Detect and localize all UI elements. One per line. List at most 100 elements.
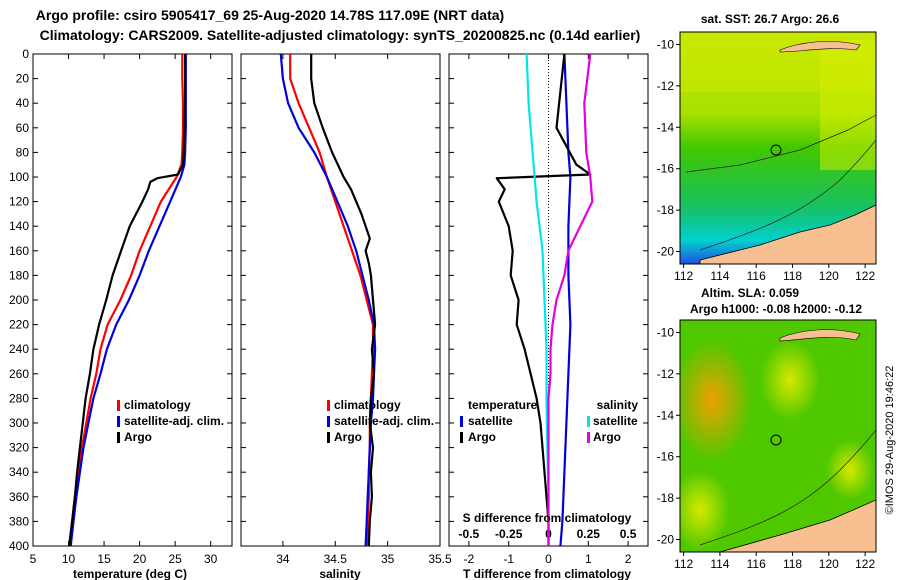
map-x-tick-label: 112 (674, 557, 693, 571)
map-x-tick-label: 116 (747, 269, 766, 283)
map-y-tick-label: -18 (657, 491, 675, 505)
sla-map (680, 320, 876, 552)
sla-map-subtitle: Argo h1000: -0.08 h2000: -0.12 (690, 302, 862, 316)
x-tick-label: 2 (625, 552, 632, 566)
sla-map-axes: 112 114 116 118 120 122 -10 -12 -14 -16 -18 -20 (657, 325, 876, 571)
y-tick-label: 300 (9, 416, 29, 430)
x-tick-label: 25 (168, 552, 182, 566)
x-tick-label: 5 (30, 552, 37, 566)
y-tick-label: 120 (9, 195, 29, 209)
legend-swatch-sat (327, 416, 330, 427)
difference-x2label: S difference from climatology (463, 511, 632, 525)
x-tick-label: 15 (97, 552, 111, 566)
legend-label-s-sat: satellite (593, 414, 638, 428)
map-x-tick-label: 120 (819, 269, 839, 283)
series-line-t-satellite (559, 53, 572, 547)
legend-label-s-argo: Argo (593, 430, 621, 444)
legend-swatch-clim (327, 400, 330, 411)
x2-tick-label: -0.25 (495, 527, 523, 541)
sla-high-east (826, 440, 874, 500)
x-tick-label: -1 (503, 552, 514, 566)
y-tick-label: 20 (16, 72, 30, 86)
sla-high-southwest (680, 470, 730, 550)
legend-swatch-argo (327, 432, 330, 443)
sla-land-australia (719, 499, 876, 552)
y-tick-label: 140 (9, 219, 29, 233)
map-x-tick-label: 118 (783, 557, 802, 571)
salinity-legend: climatology satellite-adj. clim. Argo (327, 398, 434, 444)
legend-swatch-t-sat (460, 416, 463, 427)
legend-label-sat: satellite-adj. clim. (124, 414, 224, 428)
legend-label-argo: Argo (124, 430, 152, 444)
sst-land-australia (699, 204, 876, 264)
y-tick-label: 340 (9, 465, 29, 479)
y-tick-label: 180 (9, 268, 29, 282)
legend-label-clim: climatology (124, 398, 191, 412)
y-tick-label: 160 (9, 244, 29, 258)
legend-swatch-sat (117, 416, 120, 427)
sst-argo-marker (770, 144, 782, 156)
sla-isobath (699, 429, 876, 546)
y-tick-label: 240 (9, 342, 29, 356)
legend-swatch-s-argo (587, 432, 590, 443)
x-tick-label: 1 (585, 552, 592, 566)
map-x-tick-label: 112 (674, 269, 693, 283)
map-y-tick-label: -20 (657, 533, 675, 547)
x2-tick-label: 0.25 (577, 527, 601, 541)
map-x-tick-label: 122 (855, 269, 875, 283)
difference-panel: -2 -1 0 1 2-0.5 -0.25 0 0.25 0.5 (448, 53, 649, 566)
temperature-panel: 0 20 40 60 80 100 120 140 160 180 200 220 240 260 280 3… (9, 47, 233, 566)
sst-map-frame (679, 31, 877, 265)
x-tick-label: 35 (381, 552, 395, 566)
sla-map-frame (679, 319, 877, 553)
sst-map-axes: 112 114 116 118 120 122 -10 -12 -14 -16 -18 -20 (657, 37, 876, 283)
difference-legend: temperature satellite Argo salinity sate… (460, 398, 638, 444)
series-line-argo (310, 54, 377, 547)
legend-label-t-sat: satellite (468, 414, 513, 428)
y-tick-label: 100 (9, 170, 29, 184)
series-line-climatology (68, 54, 185, 547)
legend-label-argo: Argo (334, 430, 362, 444)
legend-title-temperature: temperature (468, 398, 538, 412)
sst-warm-east (820, 40, 876, 170)
x-tick-label: -2 (464, 552, 475, 566)
x-tick-label: 35.5 (428, 552, 452, 566)
sla-argo-marker (770, 434, 782, 446)
y-tick-label: 0 (22, 47, 29, 61)
map-y-tick-label: -14 (657, 408, 675, 422)
x-tick-label: 0 (545, 552, 552, 566)
y-tick-label: 400 (9, 539, 29, 553)
y-tick-label: 320 (9, 441, 29, 455)
sla-land-island (779, 329, 861, 342)
x-tick-label: 10 (62, 552, 76, 566)
sst-map-title: sat. SST: 26.7 Argo: 26.6 (701, 12, 840, 26)
sst-map (680, 32, 876, 264)
title-line-1: Argo profile: csiro 5905417_69 25-Aug-20… (36, 7, 504, 23)
legend-label-sat: satellite-adj. clim. (334, 414, 434, 428)
x-tick-label: 34.5 (324, 552, 348, 566)
title-line-2: Climatology: CARS2009. Satellite-adjuste… (40, 27, 641, 43)
legend-title-salinity: salinity (597, 398, 639, 412)
map-x-tick-label: 116 (747, 557, 766, 571)
legend-label-clim: climatology (334, 398, 401, 412)
map-y-tick-label: -14 (657, 120, 675, 134)
salinity-panel: 34 34.5 35 35.5 (240, 53, 452, 566)
temperature-legend: climatology satellite-adj. clim. Argo (117, 398, 224, 444)
map-y-tick-label: -16 (657, 162, 675, 176)
series-line-s-argo (547, 53, 594, 546)
map-x-tick-label: 122 (855, 557, 875, 571)
x-tick-label: 30 (204, 552, 218, 566)
y-tick-label: 60 (16, 121, 30, 135)
map-y-tick-label: -20 (657, 245, 675, 259)
series-line-satellite-adj-clim- (69, 54, 187, 547)
map-x-tick-label: 114 (710, 269, 729, 283)
y-tick-label: 200 (9, 293, 29, 307)
legend-swatch-clim (117, 400, 120, 411)
map-y-tick-label: -10 (657, 325, 675, 339)
legend-swatch-s-sat (587, 416, 590, 427)
series-line-argo (68, 54, 187, 547)
map-y-tick-label: -10 (657, 37, 675, 51)
map-x-tick-label: 118 (783, 269, 802, 283)
x2-tick-label: -0.5 (459, 527, 480, 541)
plot-frame (32, 53, 233, 547)
